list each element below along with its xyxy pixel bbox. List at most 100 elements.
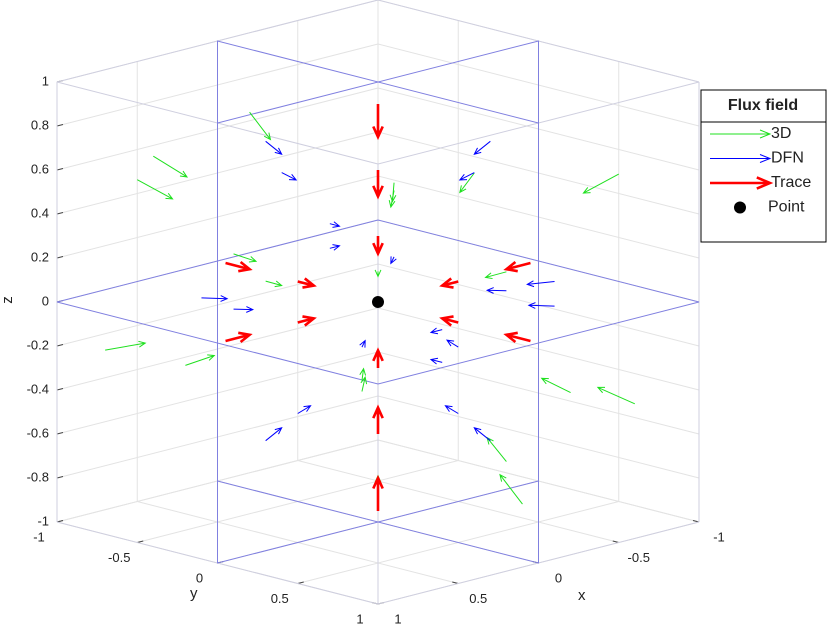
fracture-plane: [56, 219, 700, 385]
fracture-planes: [56, 40, 700, 564]
y-tick-label: -0.5: [108, 550, 130, 565]
tick-mark: [56, 168, 64, 171]
arrow: [233, 306, 255, 313]
tick-mark: [56, 124, 64, 127]
y-tick-label: 1: [356, 611, 363, 626]
arrow: [201, 295, 229, 302]
x-tick-label: 1: [394, 611, 401, 626]
legend-swatch: [710, 154, 772, 163]
z-tick-label: -0.6: [27, 425, 49, 440]
tick-mark: [56, 212, 64, 215]
arrow: [153, 155, 189, 178]
arrow: [372, 170, 384, 200]
y-tick-label: -1: [33, 529, 45, 544]
legend-label: Point: [768, 199, 805, 216]
arrow: [459, 172, 475, 194]
arrow: [473, 427, 491, 442]
arrow: [372, 104, 384, 141]
arrow: [329, 221, 341, 228]
arrow: [281, 172, 298, 181]
x-axis-label: x: [578, 587, 586, 604]
plot-area: [105, 104, 636, 511]
arrow: [360, 375, 368, 392]
z-axis-label: z: [0, 296, 16, 304]
arrow: [297, 315, 317, 327]
y-axis-label: y: [190, 585, 198, 602]
arrow: [439, 315, 459, 327]
y-tick-label: 0: [196, 570, 203, 585]
z-tick-label: -0.2: [27, 337, 49, 352]
arrow: [439, 277, 459, 289]
legend-swatch: [734, 201, 746, 214]
legend-title: Flux field: [728, 97, 798, 114]
arrow: [297, 277, 317, 289]
arrow: [390, 256, 397, 265]
tick-mark: [56, 256, 64, 259]
arrow: [503, 331, 531, 343]
arrow: [372, 236, 384, 257]
arrow: [374, 269, 382, 278]
legend: Flux field 3D DFN Trace Point: [700, 89, 827, 243]
fracture-plane: [217, 40, 539, 564]
x-tick-label: -1: [713, 529, 725, 544]
z-tick-label: 1: [42, 73, 49, 88]
z-tick-label: -1: [37, 513, 49, 528]
arrow: [388, 190, 396, 209]
arrow: [527, 302, 555, 309]
arrow: [372, 404, 384, 434]
legend-swatch: [710, 176, 774, 190]
arrow: [499, 473, 523, 505]
arrow: [582, 173, 619, 194]
legend-swatch: [710, 129, 772, 139]
arrow: [265, 140, 283, 155]
arrow: [526, 280, 555, 288]
arrow: [329, 244, 341, 251]
z-tick-label: 0.8: [31, 117, 49, 132]
y-tick-label: 0.5: [271, 591, 289, 606]
arrow: [596, 386, 636, 405]
x-tick-label: -0.5: [628, 550, 650, 565]
grid: -1 -0.8 -0.6 -0.4 -0.2 0 0.2 0.4 0.6 0.8 1 -1 -0.5 0 0…: [27, 0, 725, 626]
z-tick-label: 0.2: [31, 249, 49, 264]
z-tick-label: -0.8: [27, 469, 49, 484]
arrow: [458, 172, 475, 181]
arrow: [429, 327, 443, 335]
arrow: [444, 405, 459, 414]
x-tick-label: 0.5: [469, 591, 487, 606]
arrow: [265, 280, 283, 288]
arrow: [297, 405, 312, 414]
arrow: [485, 287, 507, 294]
arrow: [484, 271, 507, 280]
arrow: [185, 354, 216, 366]
point: [372, 296, 384, 308]
arrow: [389, 182, 397, 203]
z-tick-label: 0: [42, 293, 49, 308]
arrow: [429, 357, 443, 365]
arrow: [359, 367, 367, 381]
tick-mark: [56, 432, 64, 435]
arrow: [265, 427, 283, 442]
legend-box: [700, 89, 827, 243]
arrow: [249, 111, 272, 141]
legend-label: DFN: [771, 150, 804, 167]
arrow: [473, 140, 491, 155]
arrow: [137, 179, 174, 200]
arrow: [359, 339, 366, 348]
arrow: [503, 261, 531, 273]
legend-label: Trace: [771, 174, 811, 191]
arrow: [105, 340, 147, 351]
arrow: [486, 436, 507, 462]
z-tick-label: 0.4: [31, 205, 49, 220]
z-tick-label: 0.6: [31, 161, 49, 176]
arrow: [225, 261, 253, 273]
z-tick-label: -0.4: [27, 381, 49, 396]
arrow: [233, 253, 258, 263]
arrow: [445, 339, 459, 348]
tick-mark: [56, 388, 64, 391]
legend-label: 3D: [771, 125, 791, 142]
x-tick-label: 0: [555, 570, 562, 585]
arrow: [540, 377, 571, 394]
arrow: [372, 347, 384, 368]
arrow: [372, 474, 384, 511]
